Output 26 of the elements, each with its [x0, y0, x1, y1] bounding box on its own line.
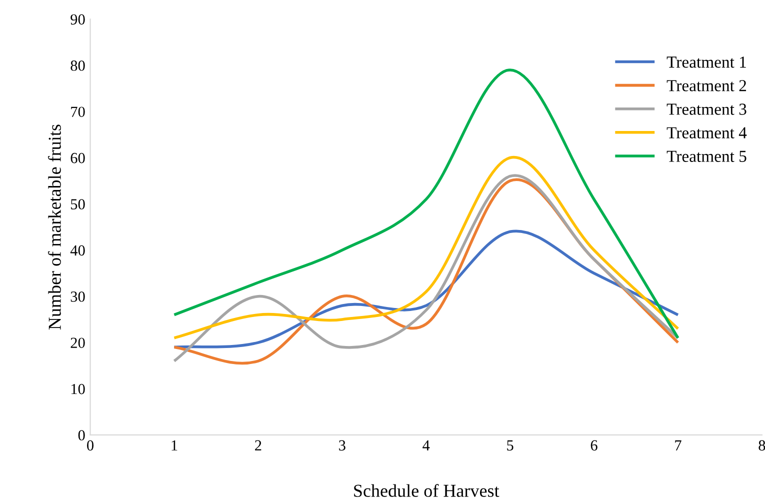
y-tick-label: 70	[71, 106, 85, 118]
x-tick-label: 2	[255, 440, 262, 450]
y-tick-label: 30	[70, 291, 85, 302]
x-tick-label: 3	[339, 440, 346, 451]
x-tick-label: 5	[507, 440, 514, 451]
x-tick-label: 7	[675, 440, 682, 450]
y-tick-label: 10	[71, 384, 85, 394]
legend-label: Treatment 4	[666, 127, 747, 138]
x-tick-label: 6	[590, 440, 598, 451]
x-tick-label: 4	[422, 440, 430, 450]
y-tick-label: 0	[78, 430, 85, 440]
legend-label: Treatment 2	[666, 80, 746, 92]
legend-label: Treatment 3	[666, 104, 746, 115]
y-tick-label: 50	[71, 199, 85, 210]
x-tick-label: 8	[758, 440, 765, 451]
y-axis-title: Number of marketable fruits	[48, 124, 61, 330]
x-tick-label: 1	[172, 440, 178, 450]
y-tick-label: 80	[70, 60, 85, 71]
y-tick-label: 40	[70, 245, 85, 256]
y-tick-label: 20	[70, 338, 85, 348]
legend-label: Treatment 1	[666, 56, 746, 68]
legend-label: Treatment 5	[666, 150, 746, 162]
x-tick-label: 0	[87, 440, 94, 451]
y-tick-label: 90	[70, 14, 85, 25]
y-tick-label: 60	[70, 152, 85, 164]
x-axis-title: Schedule of Harvest	[354, 484, 500, 497]
